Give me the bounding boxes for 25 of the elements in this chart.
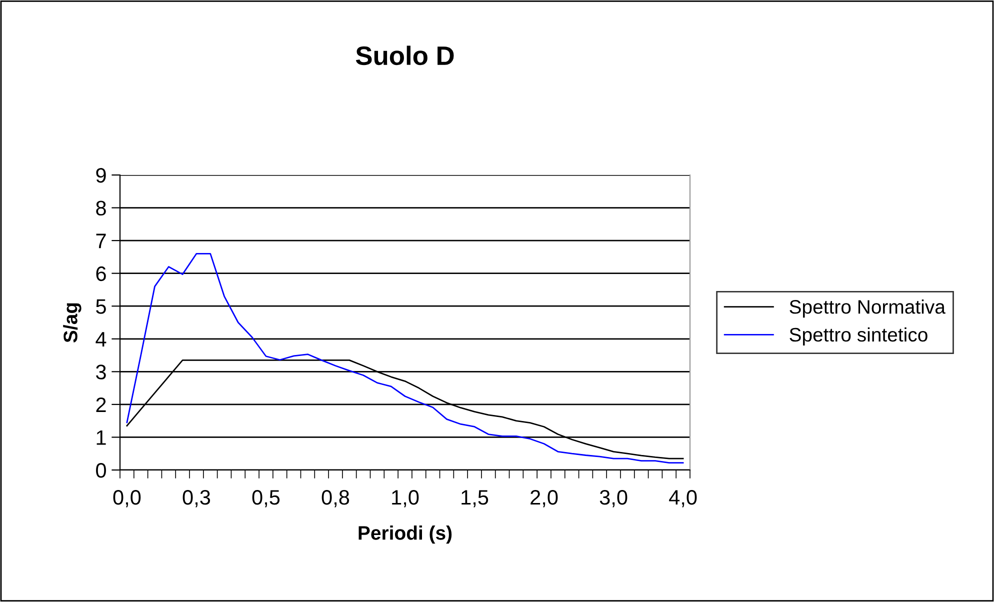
x-tick-label: 1,5 <box>462 490 488 508</box>
y-tick-label: 7 <box>96 234 106 248</box>
x-tick-label: 2,0 <box>530 490 558 508</box>
chart-title: Suolo D <box>356 46 454 66</box>
x-tick-label: 1,0 <box>392 490 419 508</box>
y-tick-label: 3 <box>96 364 106 380</box>
y-tick-label: 4 <box>96 332 106 346</box>
x-tick-label: 0,0 <box>113 490 141 508</box>
legend-label: Spettro sintetico <box>790 327 928 346</box>
y-tick-label: 6 <box>96 266 106 282</box>
x-tick-label: 0,8 <box>322 490 350 508</box>
x-tick-label: 0,3 <box>182 490 210 508</box>
y-tick-label: 8 <box>96 200 106 216</box>
y-tick-label: 2 <box>96 397 106 412</box>
x-tick-label: 0,5 <box>252 490 280 508</box>
x-tick-label: 3,0 <box>600 490 628 508</box>
line-series <box>126 252 684 464</box>
y-axis-title: S/ag <box>63 303 82 342</box>
y-tick-label: 0 <box>96 463 106 478</box>
legend-label: Spettro Normativa <box>790 300 946 318</box>
y-tick-label: 1 <box>96 430 106 445</box>
y-tick-label: 5 <box>96 299 106 314</box>
x-tick-label: 4,0 <box>669 490 697 508</box>
y-tick-label: 9 <box>96 168 106 183</box>
x-axis-title: Periodi (s) <box>358 526 452 544</box>
